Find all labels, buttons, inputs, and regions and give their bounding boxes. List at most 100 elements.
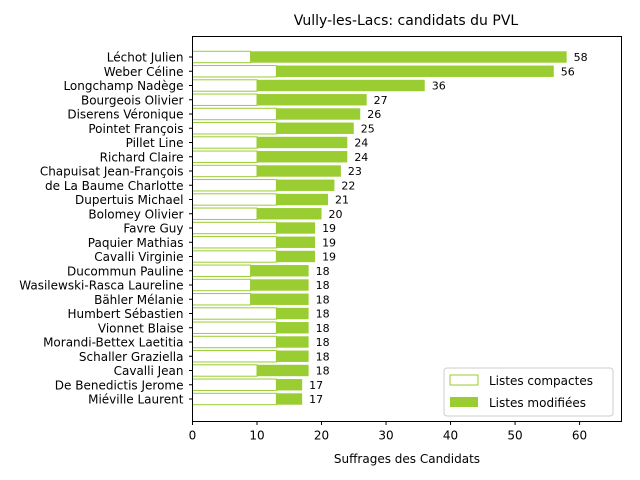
bar-modified [276,250,316,263]
bar-compact [192,207,258,220]
bar-modified [276,222,316,234]
bar-total-label: 22 [341,179,355,192]
bar-modified [276,336,309,348]
bar-total-label: 17 [309,379,323,392]
y-tick-label: Pointet François [88,122,183,136]
y-tick-label: Humbert Sébastien [67,307,183,321]
y-tick-label: Bourgeois Olivier [81,93,184,107]
bar-total-label: 19 [322,222,336,235]
y-tick-label: Léchot Julien [107,51,184,65]
y-tick-label: De Benedictis Jerome [55,378,184,392]
bar-total-label: 36 [432,80,446,93]
y-tick-label: Richard Claire [100,150,184,164]
y-tick-label: Paquier Mathias [88,236,184,250]
bar-compact [192,335,277,349]
bar-modified [257,151,348,163]
legend: Listes compactes Listes modifiées [443,367,614,417]
bar-total-label: 25 [361,122,375,135]
bar-compact [192,264,252,277]
bar-modified [276,179,335,191]
bar-total-label: 18 [316,293,330,306]
bar-modified [276,65,554,77]
x-tick-label: 40 [443,429,458,443]
bar-compact [192,79,258,92]
bar-modified [250,265,309,277]
y-tick-label: de La Baume Charlotte [45,179,184,193]
legend-label-modified: Listes modifiées [489,396,586,410]
bar-modified [257,364,309,377]
bar-compact [192,150,258,163]
x-axis-label: Suffrages des Candidats [334,452,480,466]
x-tick-label: 60 [572,429,587,443]
bar-compact [192,179,277,192]
bar-total-label: 24 [354,151,368,164]
bar-compact [192,250,277,263]
y-tick-label: Favre Guy [123,222,183,236]
legend-swatch-modified [450,397,478,407]
chart-title: Vully-les-Lacs: candidats du PVL [294,13,519,29]
bar-compact [192,221,277,235]
bar-total-label: 21 [335,194,349,207]
bar-compact [192,364,258,377]
x-ticks: 0 10 20 30 40 50 60 [189,421,587,443]
bar-modified [276,193,328,206]
bar-total-label: 18 [316,336,330,349]
y-tick-label: Bolomey Olivier [88,207,183,221]
bar-modified [276,379,303,391]
bar-compact [192,164,258,178]
bar-modified [257,208,322,220]
bar-modified [250,293,309,305]
bar-modified [276,108,361,120]
bar-modified [257,79,425,92]
y-tick-label: Chapuisat Jean-François [40,165,184,179]
bar-compact [192,65,277,78]
y-tick-label: Cavalli Jean [114,364,184,378]
bar-modified [276,122,354,134]
y-tick-label: Ducommun Pauline [67,264,184,278]
bar-compact [192,193,277,206]
x-tick-label: 50 [507,429,522,443]
bar-modified [276,393,303,405]
bar-compact [192,378,277,391]
bar-total-label: 19 [322,251,336,264]
bar-compact [192,122,277,135]
bar-modified [250,51,567,63]
bar-modified [276,350,309,362]
bar-compact [192,107,277,121]
y-tick-label: Miéville Laurent [88,393,184,407]
bar-total-label: 18 [316,365,330,378]
bar-compact [192,50,252,64]
plot-frame [192,36,622,422]
bar-total-label: 58 [574,51,588,64]
bars-group: 5856362726252424232221201919191818181818… [192,50,588,406]
bar-total-label: 24 [354,137,368,150]
x-tick-label: 20 [314,429,329,443]
y-tick-label: Weber Céline [104,65,184,79]
bar-modified [276,236,316,248]
x-tick-label: 0 [189,429,197,443]
legend-box [443,367,614,417]
bar-total-label: 18 [316,279,330,292]
bar-total-label: 56 [561,65,575,78]
y-tick-label: Cavalli Virginie [94,250,183,264]
bar-total-label: 27 [374,94,388,107]
y-tick-label: Vionnet Blaise [98,321,184,335]
bar-compact [192,307,277,320]
bar-modified [276,322,309,334]
bar-compact [192,136,258,149]
bar-total-label: 23 [348,165,362,178]
bar-modified [257,94,367,106]
bar-modified [257,165,341,177]
legend-label-compact: Listes compactes [489,374,593,388]
bar-total-label: 19 [322,236,336,249]
bar-compact [192,278,252,292]
bar-compact [192,392,277,406]
bar-total-label: 18 [316,265,330,278]
bar-total-label: 18 [316,350,330,363]
bar-compact [192,293,252,306]
y-tick-label: Diserens Véronique [67,108,183,122]
y-tick-label: Bähler Mélanie [94,293,183,307]
bar-compact [192,93,258,106]
